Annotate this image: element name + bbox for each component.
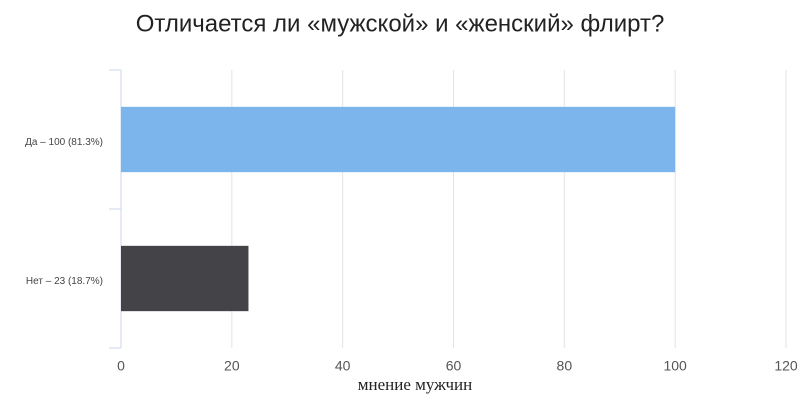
- x-tick-label: 100: [663, 358, 687, 374]
- bar: [121, 245, 249, 312]
- x-tick-label: 40: [335, 358, 351, 374]
- x-tick-label: 0: [117, 358, 125, 374]
- bar: [121, 106, 676, 173]
- y-tick-label: Да – 100 (81.3%): [25, 137, 103, 148]
- x-tick-label: 120: [774, 358, 798, 374]
- chart-title: Отличается ли «мужской» и «женский» флир…: [136, 10, 665, 37]
- y-tick-label: Нет – 23 (18.7%): [26, 276, 103, 287]
- x-axis-label: мнение мужчин: [358, 375, 473, 394]
- x-tick-label: 60: [446, 358, 462, 374]
- x-tick-label: 20: [224, 358, 240, 374]
- x-tick-label: 80: [557, 358, 573, 374]
